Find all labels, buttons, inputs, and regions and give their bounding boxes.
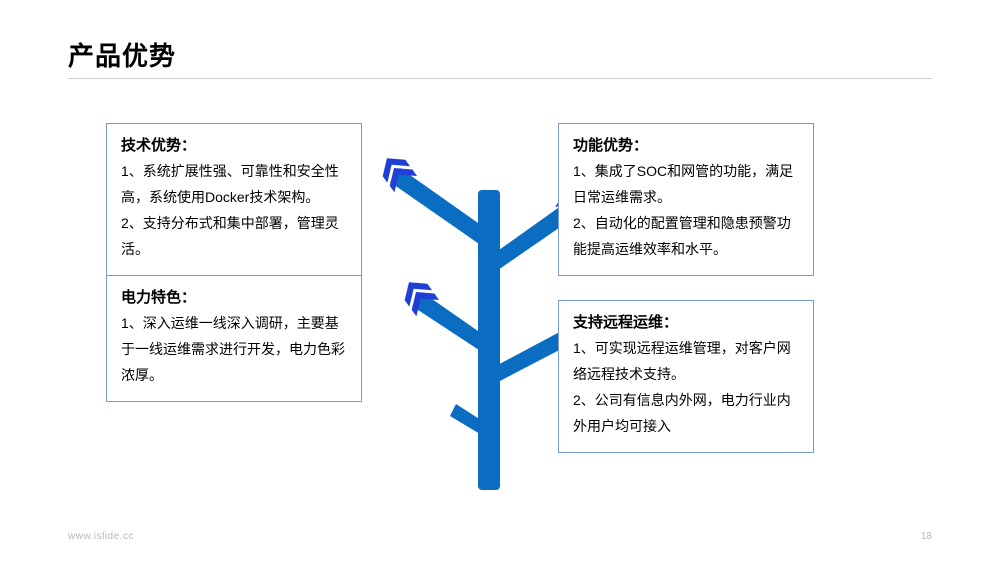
box-function-advantage: 功能优势： 1、集成了SOC和网管的功能，满足日常运维需求。2、自动化的配置管理… <box>558 123 814 276</box>
box-body: 1、系统扩展性强、可靠性和安全性高，系统使用Docker技术架构。2、支持分布式… <box>121 159 347 263</box>
footer-page: 18 <box>921 531 932 542</box>
box-head: 支持远程运维： <box>573 311 799 332</box>
slide: 产品优势 <box>0 0 1000 562</box>
box-body: 1、集成了SOC和网管的功能，满足日常运维需求。2、自动化的配置管理和隐患预警功… <box>573 159 799 263</box>
box-power-feature: 电力特色： 1、深入运维一线深入调研，主要基于一线运维需求进行开发，电力色彩浓厚… <box>106 275 362 402</box>
box-tech-advantage: 技术优势： 1、系统扩展性强、可靠性和安全性高，系统使用Docker技术架构。2… <box>106 123 362 276</box>
footer-site: www.islide.cc <box>68 531 134 542</box>
page-title: 产品优势 <box>68 36 176 73</box>
box-body: 1、深入运维一线深入调研，主要基于一线运维需求进行开发，电力色彩浓厚。 <box>121 311 347 389</box>
title-divider <box>68 78 932 79</box>
box-head: 电力特色： <box>121 286 347 307</box>
box-remote-ops: 支持远程运维： 1、可实现远程运维管理，对客户网络远程技术支持。2、公司有信息内… <box>558 300 814 453</box>
box-body: 1、可实现远程运维管理，对客户网络远程技术支持。2、公司有信息内外网，电力行业内… <box>573 336 799 440</box>
box-head: 功能优势： <box>573 134 799 155</box>
box-head: 技术优势： <box>121 134 347 155</box>
